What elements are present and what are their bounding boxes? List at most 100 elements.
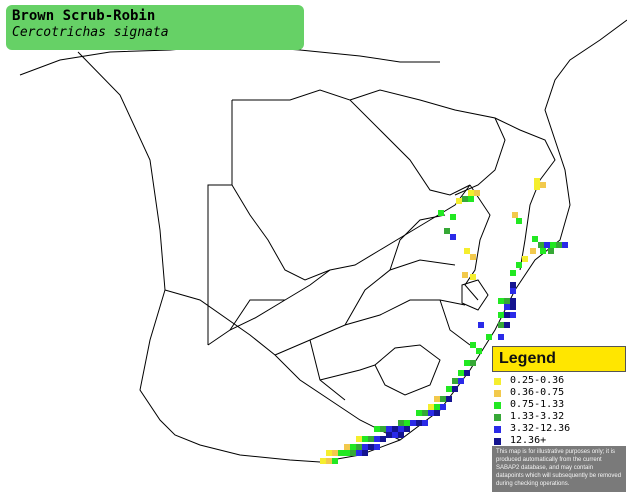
legend-item: 3.32-12.36 <box>494 423 626 435</box>
occurrence-cell <box>374 444 380 450</box>
occurrence-cell <box>562 242 568 248</box>
occurrence-cell <box>344 444 350 450</box>
legend-label: 0.36-0.75 <box>510 387 565 398</box>
occurrence-cell <box>398 426 404 432</box>
legend-item: 0.75-1.33 <box>494 399 626 411</box>
occurrence-cell <box>510 304 516 310</box>
occurrence-cell <box>368 444 374 450</box>
occurrence-cell <box>374 426 380 432</box>
occurrence-cell <box>368 436 374 442</box>
occurrence-cell <box>440 404 446 410</box>
occurrence-cell <box>462 272 468 278</box>
occurrence-cell <box>434 410 440 416</box>
scientific-name: Cercotrichas signata <box>12 25 169 40</box>
occurrence-cell <box>470 360 476 366</box>
legend-item: 12.36+ <box>494 435 626 447</box>
occurrence-cell <box>422 410 428 416</box>
occurrence-cell <box>534 178 540 184</box>
occurrence-cell <box>350 444 356 450</box>
occurrence-cell <box>428 410 434 416</box>
occurrence-cell <box>464 370 470 376</box>
occurrence-cell <box>344 450 350 456</box>
species-title-box: Brown Scrub-Robin Cercotrichas signata <box>6 5 304 50</box>
occurrence-cell <box>464 360 470 366</box>
occurrence-cell <box>438 210 444 216</box>
legend-label: 0.25-0.36 <box>510 375 565 386</box>
occurrence-cell <box>478 322 484 328</box>
occurrence-cell <box>434 404 440 410</box>
occurrence-cell <box>458 378 464 384</box>
occurrence-cell <box>522 256 528 262</box>
occurrence-cell <box>362 450 368 456</box>
occurrence-cell <box>392 432 398 438</box>
occurrence-cell <box>398 420 404 426</box>
occurrence-cell <box>498 334 504 340</box>
occurrence-cell <box>362 436 368 442</box>
legend-swatch <box>494 425 501 433</box>
legend-swatch <box>494 389 501 397</box>
occurrence-grid <box>320 178 568 464</box>
occurrence-cell <box>452 386 458 392</box>
occurrence-cell <box>530 248 536 254</box>
legend-list: 0.25-0.36 0.36-0.75 0.75-1.33 1.33-3.32 … <box>492 372 626 447</box>
occurrence-cell <box>350 450 356 456</box>
occurrence-cell <box>446 386 452 392</box>
occurrence-cell <box>326 458 332 464</box>
occurrence-cell <box>504 312 510 318</box>
legend-label: 12.36+ <box>510 435 547 446</box>
occurrence-cell <box>510 282 516 288</box>
occurrence-cell <box>548 248 554 254</box>
occurrence-cell <box>456 198 462 204</box>
country-borders <box>19 19 627 463</box>
occurrence-cell <box>332 458 338 464</box>
occurrence-cell <box>540 182 546 188</box>
occurrence-cell <box>504 322 510 328</box>
occurrence-cell <box>470 342 476 348</box>
occurrence-cell <box>464 248 470 254</box>
legend-swatch <box>494 413 501 421</box>
occurrence-cell <box>470 274 476 280</box>
occurrence-cell <box>428 404 434 410</box>
occurrence-cell <box>540 248 546 254</box>
legend-title: Legend <box>492 346 626 372</box>
occurrence-cell <box>504 304 510 310</box>
occurrence-cell <box>444 228 450 234</box>
occurrence-cell <box>512 212 518 218</box>
occurrence-cell <box>356 450 362 456</box>
occurrence-cell <box>410 420 416 426</box>
occurrence-cell <box>532 236 538 242</box>
occurrence-cell <box>422 420 428 426</box>
occurrence-cell <box>498 298 504 304</box>
occurrence-cell <box>516 262 522 268</box>
occurrence-cell <box>450 214 456 220</box>
occurrence-cell <box>516 218 522 224</box>
occurrence-cell <box>550 242 556 248</box>
occurrence-cell <box>468 196 474 202</box>
occurrence-cell <box>474 190 480 196</box>
occurrence-cell <box>486 334 492 340</box>
occurrence-cell <box>398 432 404 438</box>
occurrence-cell <box>440 396 446 402</box>
occurrence-cell <box>386 426 392 432</box>
legend-panel: Legend 0.25-0.36 0.36-0.75 0.75-1.33 1.3… <box>492 346 626 492</box>
occurrence-cell <box>468 190 474 196</box>
occurrence-cell <box>404 426 410 432</box>
occurrence-cell <box>416 420 422 426</box>
legend-label: 3.32-12.36 <box>510 423 571 434</box>
occurrence-cell <box>462 196 468 202</box>
occurrence-cell <box>510 312 516 318</box>
legend-item: 1.33-3.32 <box>494 411 626 423</box>
occurrence-cell <box>392 426 398 432</box>
occurrence-cell <box>458 370 464 376</box>
occurrence-cell <box>446 396 452 402</box>
occurrence-cell <box>510 270 516 276</box>
occurrence-cell <box>356 444 362 450</box>
legend-item: 0.25-0.36 <box>494 375 626 387</box>
occurrence-cell <box>450 234 456 240</box>
legend-swatch <box>494 437 501 445</box>
occurrence-cell <box>374 436 380 442</box>
occurrence-cell <box>416 410 422 416</box>
occurrence-cell <box>380 436 386 442</box>
disclaimer-note: This map is for illustrative purposes on… <box>492 446 626 492</box>
